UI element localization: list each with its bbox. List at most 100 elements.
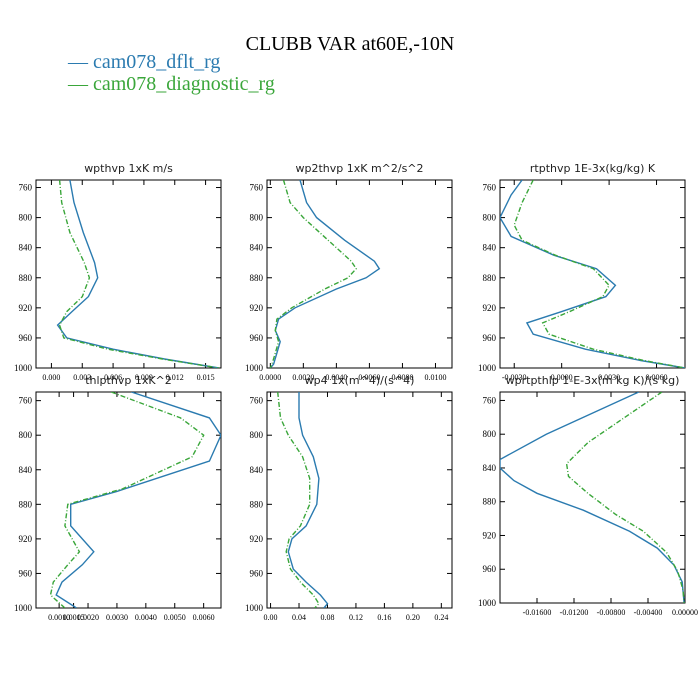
y-tick-label: 880	[19, 273, 33, 283]
y-tick-label: 1000	[245, 603, 264, 613]
series-line-diagnostic	[513, 180, 685, 368]
figure-title: CLUBB VAR at60E,-10N	[246, 33, 455, 55]
y-tick-label: 800	[19, 430, 33, 440]
panel-1: wpthvp 1xK m/s 760 800 840 880 920 960 1000 0.00…	[14, 162, 222, 382]
series-line-diagnostic	[49, 392, 205, 608]
legend-entry-diagnostic: — cam078_diagnostic_rg	[67, 73, 275, 95]
x-tick-label: 0.0050	[164, 613, 186, 622]
y-tick-label: 760	[483, 395, 497, 405]
x-tick-label: 0.0080	[391, 373, 413, 382]
panel-4: thlpthvp 1xK^2 760 800 840 880 920 960 1000 0.00…	[14, 374, 222, 622]
y-tick-label: 1000	[245, 363, 264, 373]
y-tick-label: 800	[250, 213, 264, 223]
y-tick-label: 880	[19, 499, 33, 509]
x-tick-label: 0.00	[264, 613, 278, 622]
x-tick-label: 0.0000	[551, 373, 573, 382]
y-tick-label: 800	[250, 430, 264, 440]
x-tick-label: 0.04	[292, 613, 306, 622]
x-tick-label: -0.01200	[560, 608, 589, 617]
x-tick-label: 0.0060	[193, 613, 215, 622]
x-tick-label: 0.0040	[325, 373, 347, 382]
x-tick-label: -0.01600	[523, 608, 552, 617]
plot-frame	[266, 179, 453, 369]
series-line-dflt	[55, 392, 221, 608]
y-tick-label: 840	[483, 463, 497, 473]
y-tick-label: 1000	[478, 598, 497, 608]
series-line-dflt	[287, 392, 329, 608]
series-line-dflt	[269, 180, 381, 368]
y-tick-label: 920	[250, 534, 264, 544]
x-tick-label: 0.0020	[292, 373, 314, 382]
y-tick-label: 760	[19, 396, 33, 406]
y-tick-label: 800	[483, 429, 497, 439]
plot-frame	[499, 391, 686, 604]
y-tick-label: 760	[483, 183, 497, 193]
x-tick-label: 0.015	[197, 373, 215, 382]
y-tick-label: 1000	[14, 363, 33, 373]
panel-title: wpthvp 1xK m/s	[84, 162, 173, 175]
series-line-dflt	[56, 180, 220, 368]
panel-title: wprtpthlp 1-E-3x(m kg K)/(s kg)	[506, 374, 680, 387]
x-tick-label: 0.0020	[77, 613, 99, 622]
series-line-diagnostic	[269, 180, 358, 368]
x-tick-label: -0.00800	[597, 608, 626, 617]
legend-entry-dflt: — cam078_dflt_rg	[67, 51, 220, 73]
y-tick-label: 880	[250, 273, 264, 283]
y-tick-label: 960	[250, 333, 264, 343]
y-tick-label: 760	[19, 183, 33, 193]
x-tick-label: -0.0030	[502, 373, 527, 382]
y-tick-label: 760	[250, 396, 264, 406]
plot-frame	[266, 391, 453, 609]
panels: wpthvp 1xK m/s76080084088092096010000.00…	[14, 162, 698, 622]
legend-label-dflt: cam078_dflt_rg	[93, 51, 220, 73]
y-tick-label: 840	[250, 243, 264, 253]
x-tick-label: 0.0060	[646, 373, 668, 382]
y-tick-label: 880	[483, 497, 497, 507]
x-tick-label: 0.012	[166, 373, 184, 382]
panel-title: rtpthvp 1E-3x(kg/kg) K	[530, 162, 656, 175]
x-tick-label: 0.003	[73, 373, 91, 382]
x-tick-label: 0.0015	[63, 613, 85, 622]
series-line-diagnostic	[58, 180, 220, 368]
y-tick-label: 920	[483, 530, 497, 540]
y-tick-label: 800	[19, 213, 33, 223]
series-line-diagnostic	[277, 392, 320, 608]
y-tick-label: 960	[483, 333, 497, 343]
x-tick-label: 0.0060	[358, 373, 380, 382]
legend: — cam078_dflt_rg — cam078_diagnostic_rg	[67, 51, 275, 95]
x-tick-label: 0.12	[349, 613, 363, 622]
x-tick-label: 0.0030	[106, 613, 128, 622]
x-tick-label: 0.16	[377, 613, 391, 622]
y-tick-label: 960	[19, 568, 33, 578]
y-tick-label: 800	[483, 213, 497, 223]
x-tick-label: 0.00000	[672, 608, 698, 617]
y-tick-label: 840	[483, 243, 497, 253]
panel-title: wp4 1x(m^4)/(s^4)	[305, 374, 415, 387]
panel-2: wp2thvp 1xK m^2/s^2 760 800 840 880 920 960 100…	[245, 162, 453, 382]
y-tick-label: 920	[19, 303, 33, 313]
x-tick-label: 0.0100	[424, 373, 446, 382]
x-tick-label: 0.006	[104, 373, 122, 382]
x-tick-label: 0.08	[320, 613, 334, 622]
y-tick-label: 840	[250, 465, 264, 475]
y-tick-label: 960	[250, 568, 264, 578]
y-tick-label: 840	[19, 243, 33, 253]
plot-frame	[35, 179, 222, 369]
x-tick-label: 0.0000	[259, 373, 281, 382]
series-line-dflt	[500, 180, 685, 368]
series-line-dflt	[500, 392, 685, 603]
panel-title: thlpthvp 1xK^2	[85, 374, 172, 387]
legend-label-diagnostic: cam078_diagnostic_rg	[93, 73, 275, 95]
y-tick-label: 920	[19, 534, 33, 544]
y-tick-label: 960	[19, 333, 33, 343]
panel-5: wp4 1x(m^4)/(s^4)76080084088092096010000…	[245, 374, 453, 622]
x-tick-label: 0.0010	[48, 613, 70, 622]
y-tick-label: 840	[19, 465, 33, 475]
panel-3: rtpthvp 1E-3x(kg/kg) K 760 800 840 880 920 960…	[478, 162, 686, 382]
x-tick-label: 0.24	[434, 613, 448, 622]
panel-title: wp2thvp 1xK m^2/s^2	[295, 162, 423, 175]
series-line-diagnostic	[565, 392, 685, 603]
y-tick-label: 920	[250, 303, 264, 313]
y-tick-label: 1000	[478, 363, 497, 373]
